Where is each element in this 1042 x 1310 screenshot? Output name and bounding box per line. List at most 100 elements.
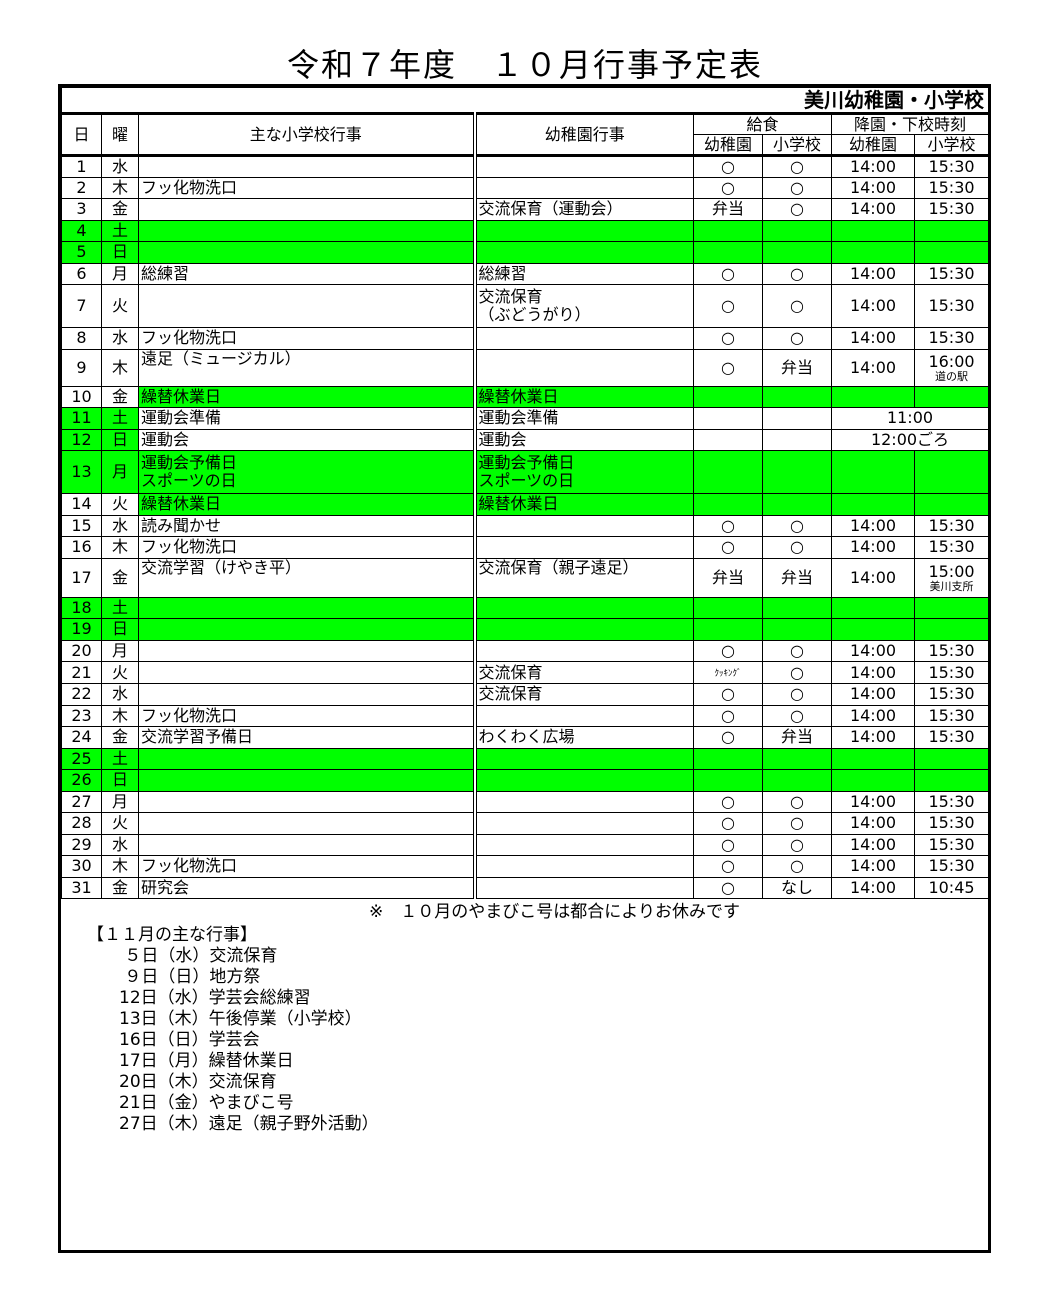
table-row: 17 金交流学習（けやき平） 交流保育（親子遠足） 弁当 弁当 14:00 15:00 美川支… xyxy=(61,557,989,598)
dow-cell: 火 xyxy=(101,812,139,835)
day-cell: 7 xyxy=(61,284,102,328)
day-cell: 11 xyxy=(61,407,102,430)
kinder-event-cell xyxy=(474,833,694,856)
dismissal-kinder-cell: 14:00 xyxy=(831,683,915,706)
lunch-kinder-cell-text: ○ xyxy=(721,834,735,854)
lunch-kinder-cell xyxy=(693,618,763,641)
dismissal-school-cell: 15:30 xyxy=(914,812,989,835)
table-row: 31 金研究会 ○ なし 14:00 10:45 xyxy=(61,876,989,899)
dismissal-kinder-cell: 14:00 xyxy=(831,514,915,537)
lunch-kinder-cell xyxy=(693,747,763,770)
school-event-cell: 遠足（ミュージカル） xyxy=(138,348,477,387)
dismissal-school-cell xyxy=(914,769,989,792)
day-cell-text: 20 xyxy=(71,640,92,660)
kinder-event-cell-text: 交流保育 xyxy=(478,684,543,704)
day-cell-text: 25 xyxy=(71,748,92,768)
dismissal-kinder-cell-text: 14:00 xyxy=(849,357,897,377)
table-row: 14 火繰替休業日 繰替休業日 xyxy=(61,493,989,516)
dismissal-school-cell-text: 15:30 xyxy=(928,791,975,811)
day-cell-text: 24 xyxy=(71,727,92,747)
dismissal-kinder-cell: 14:00 xyxy=(831,704,915,727)
lunch-school-cell: ○ xyxy=(762,536,832,559)
lunch-school-cell: ○ xyxy=(762,176,832,199)
lunch-school-cell-text: ○ xyxy=(790,834,804,854)
november-heading: 【１１月の主な行事】 xyxy=(87,925,257,945)
day-cell-text: 17 xyxy=(71,567,92,587)
dismissal-time-cell-text: 11:00 xyxy=(886,408,934,428)
dow-cell-text: 水 xyxy=(111,156,128,176)
day-cell: 26 xyxy=(61,769,102,792)
lunch-kinder-cell: ○ xyxy=(693,155,763,178)
kinder-event-cell-text: わくわく広場 xyxy=(478,727,575,747)
dismissal-kinder-cell: 14:00 xyxy=(831,557,915,598)
dismissal-kinder-cell-text: 14:00 xyxy=(849,877,897,897)
lunch-school-cell: ○ xyxy=(762,198,832,221)
day-cell: 8 xyxy=(61,327,102,350)
table-row: 3 金 交流保育（運動会） 弁当 ○ 14:00 15:30 xyxy=(61,198,989,221)
school-event-cell-text: フッ化物洗口 xyxy=(141,537,238,557)
dismissal-kinder-cell: 14:00 xyxy=(831,639,915,662)
dow-cell: 月 xyxy=(101,450,139,494)
lunch-kinder-cell-text: ○ xyxy=(721,177,735,197)
dismissal-school-cell-text: 15:30 xyxy=(928,156,975,176)
lunch-school-cell-text: 弁当 xyxy=(780,357,813,377)
dismissal-school-cell-text: 15:30 xyxy=(928,515,975,535)
lunch-kinder-cell xyxy=(693,219,763,242)
lunch-kinder-cell-text: ○ xyxy=(721,705,735,725)
day-cell-text: 12 xyxy=(71,429,92,449)
schedule-table: 美川幼稚園・小学校 日 曜 主な小学校行事 幼稚園行事 給食 降園・下校時刻 幼… xyxy=(61,87,989,899)
lunch-kinder-cell-text: ○ xyxy=(721,357,735,377)
november-event-item: 12日（水）学芸会総練習 xyxy=(119,988,311,1008)
dismissal-kinder-cell-text: 14:00 xyxy=(849,567,897,587)
dismissal-school-cell xyxy=(914,596,989,619)
lunch-kinder-cell-text: ○ xyxy=(721,537,735,557)
school-event-cell xyxy=(138,618,477,641)
dow-cell-text: 金 xyxy=(111,386,128,406)
day-cell: 21 xyxy=(61,661,102,684)
dismissal-school-cell: 10:45 xyxy=(914,876,989,899)
dow-cell: 木 xyxy=(101,536,139,559)
school-event-cell-text: フッ化物洗口 xyxy=(141,177,238,197)
day-cell: 12 xyxy=(61,428,102,451)
dismissal-kinder-cell: 14:00 xyxy=(831,176,915,199)
lunch-school-cell: ○ xyxy=(762,683,832,706)
dow-cell-text: 火 xyxy=(111,494,128,514)
dow-cell-text: 月 xyxy=(111,263,128,283)
dow-cell-text: 木 xyxy=(111,705,128,725)
dismissal-school-cell: 15:30 xyxy=(914,514,989,537)
day-cell: 3 xyxy=(61,198,102,221)
dow-cell: 月 xyxy=(101,639,139,662)
lunch-kinder-cell-text: ○ xyxy=(721,727,735,747)
kinder-event-cell xyxy=(474,790,694,813)
day-cell-text: 11 xyxy=(71,408,92,428)
table-row: 27 月 ○ ○ 14:00 15:30 xyxy=(61,790,989,813)
table-row: 13 月運動会予備日 スポーツの日 運動会予備日 スポーツの日 xyxy=(61,450,989,494)
table-row: 8 水フッ化物洗口 ○ ○ 14:00 15:30 xyxy=(61,327,989,350)
dismissal-school-cell: 15:30 xyxy=(914,198,989,221)
lunch-kinder-cell-text: ○ xyxy=(721,856,735,876)
lunch-school-cell-text: ○ xyxy=(790,705,804,725)
lunch-kinder-cell: ○ xyxy=(693,704,763,727)
kinder-event-cell xyxy=(474,536,694,559)
november-event-item: 16日（日）学芸会 xyxy=(119,1030,260,1050)
kinder-event-cell: 繰替休業日 xyxy=(474,493,694,516)
lunch-kinder-cell: 弁当 xyxy=(693,557,763,598)
dismissal-kinder-cell xyxy=(831,618,915,641)
dismissal-kinder-cell-text: 14:00 xyxy=(849,177,897,197)
dow-cell-text: 土 xyxy=(111,748,128,768)
table-row: 28 火 ○ ○ 14:00 15:30 xyxy=(61,812,989,835)
kinder-event-cell xyxy=(474,618,694,641)
lunch-kinder-cell xyxy=(693,241,763,264)
lunch-school-cell xyxy=(762,747,832,770)
dismissal-kinder-cell: 14:00 xyxy=(831,812,915,835)
dow-cell-text: 水 xyxy=(111,684,128,704)
dismissal-kinder-cell-text: 14:00 xyxy=(849,834,897,854)
dismissal-school-cell-text: 15:30 xyxy=(928,296,975,315)
table-row: 23 木フッ化物洗口 ○ ○ 14:00 15:30 xyxy=(61,704,989,727)
kinder-event-cell xyxy=(474,769,694,792)
dismissal-school-cell: 15:00 美川支所 xyxy=(914,557,989,598)
dow-cell: 水 xyxy=(101,683,139,706)
schedule-sheet: 美川幼稚園・小学校 日 曜 主な小学校行事 幼稚園行事 給食 降園・下校時刻 幼… xyxy=(58,84,991,1253)
dismissal-school-cell: 15:30 xyxy=(914,855,989,878)
lunch-school-cell: ○ xyxy=(762,155,832,178)
